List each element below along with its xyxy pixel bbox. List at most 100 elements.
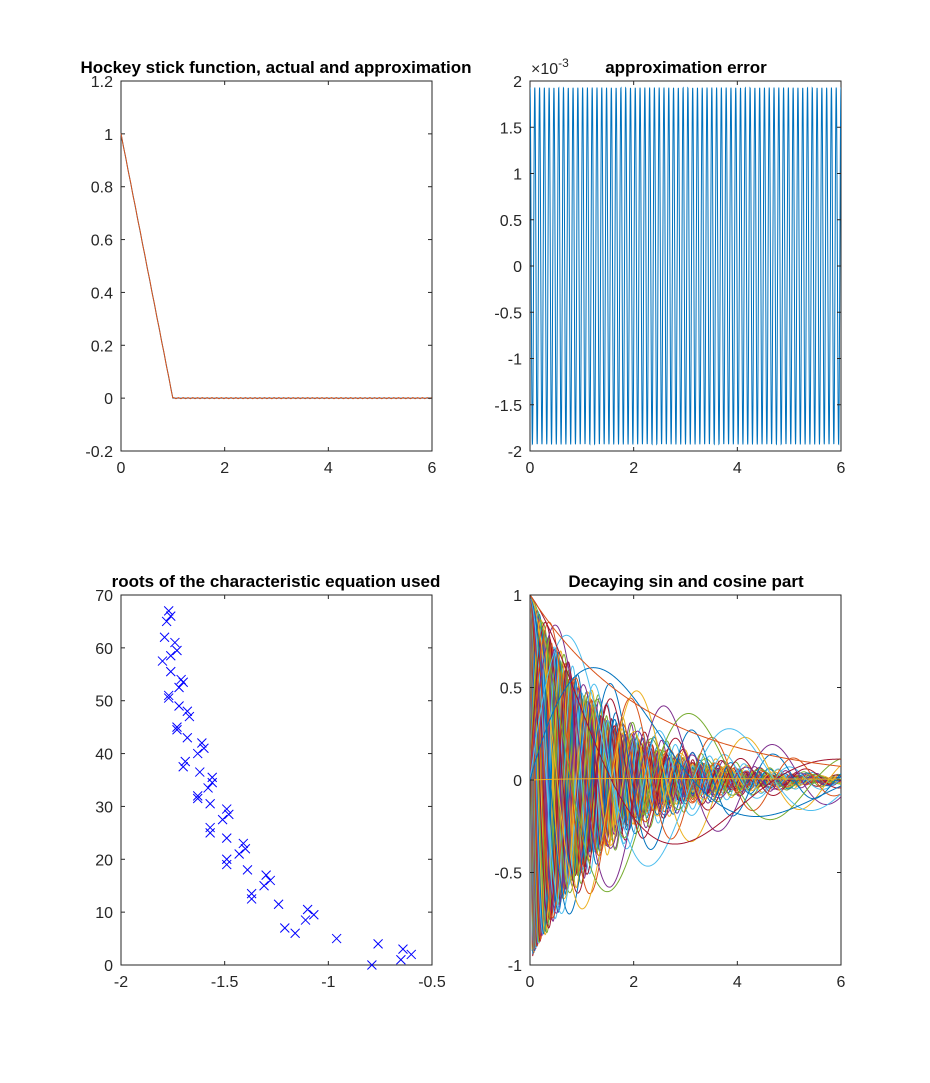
root-marker-stroke xyxy=(207,777,218,788)
y-tick-label: -0.2 xyxy=(85,444,113,461)
hockey-ticks: 0 2 4 6-0.200.20.40.60.811.2 xyxy=(85,74,436,477)
root-marker xyxy=(221,859,232,870)
root-marker xyxy=(182,732,193,743)
root-marker-stroke xyxy=(246,894,257,904)
y-tick-label: 0.6 xyxy=(91,233,113,250)
x-tick-label: 4 xyxy=(733,974,742,991)
root-marker-stroke xyxy=(192,748,203,759)
root-marker xyxy=(205,822,216,833)
decay-series-cos xyxy=(530,595,841,919)
root-marker-stroke xyxy=(205,822,216,833)
y-tick-label: 1.5 xyxy=(500,120,522,137)
y-tick-label: -0.5 xyxy=(494,866,522,883)
root-marker xyxy=(221,804,232,814)
y-tick-label: 50 xyxy=(95,694,113,711)
decay-series-cos xyxy=(530,595,841,845)
hockey-plot-area xyxy=(120,133,433,400)
root-marker-stroke xyxy=(165,611,176,621)
root-marker xyxy=(223,809,234,820)
root-marker-stroke xyxy=(161,616,172,627)
root-marker xyxy=(172,724,182,735)
root-marker-stroke xyxy=(172,724,182,735)
root-marker-stroke xyxy=(194,767,205,777)
root-marker-stroke xyxy=(246,888,257,899)
x-tick-label: -1.5 xyxy=(211,974,239,991)
x-tick-label: -1 xyxy=(321,974,335,991)
root-marker xyxy=(192,748,203,759)
root-marker-stroke xyxy=(172,645,182,656)
root-marker-stroke xyxy=(367,960,377,970)
root-marker xyxy=(261,870,271,880)
root-marker xyxy=(192,791,203,801)
root-marker-stroke xyxy=(290,928,301,939)
root-marker xyxy=(192,793,203,804)
root-marker xyxy=(165,611,176,621)
root-marker xyxy=(246,888,257,899)
roots-title: roots of the characteristic equation use… xyxy=(112,572,441,591)
y-tick-label: 1 xyxy=(513,588,522,605)
y-tick-label: 0.5 xyxy=(500,213,522,230)
root-marker-stroke xyxy=(174,701,184,711)
root-marker xyxy=(373,939,383,949)
root-marker xyxy=(300,915,311,925)
y-tick-label: 0.8 xyxy=(91,180,113,197)
root-marker xyxy=(221,854,232,865)
root-marker-stroke xyxy=(165,650,176,661)
decay-series-cos xyxy=(530,595,841,910)
y-tick-label: 1.2 xyxy=(91,74,113,91)
root-marker xyxy=(279,923,290,933)
root-marker xyxy=(265,875,276,886)
root-marker-stroke xyxy=(178,677,189,688)
root-marker xyxy=(205,798,216,809)
root-marker-stroke xyxy=(406,949,417,960)
x-tick-label: 0 xyxy=(117,460,126,477)
error-exponent-base: ×10 xyxy=(531,61,558,78)
root-marker-stroke xyxy=(172,722,182,732)
decay-ticks: 0 2 4 6 -1 -0.5 0 0.5 1 xyxy=(494,588,845,991)
root-marker xyxy=(259,880,269,891)
approximation-error-chart: 0 2 4 6 -2 -1.5 -1 -0.5 0 0.5 1 1.5 2 ×10-3 approxim… xyxy=(494,56,845,477)
root-marker-stroke xyxy=(396,954,406,965)
root-marker-stroke xyxy=(300,915,311,925)
root-marker-stroke xyxy=(192,793,203,804)
roots-chart: -2 -1.5 -1 -0.5 0 10 20 30 40 50 60 70 roots of the… xyxy=(95,572,446,991)
root-marker xyxy=(406,949,417,960)
root-marker-stroke xyxy=(259,880,269,891)
root-marker-stroke xyxy=(223,809,234,820)
root-marker-stroke xyxy=(205,798,216,809)
root-marker-stroke xyxy=(163,606,174,616)
root-marker-stroke xyxy=(170,637,180,648)
root-marker-stroke xyxy=(178,761,189,772)
root-marker xyxy=(240,843,251,854)
root-marker-stroke xyxy=(308,909,319,920)
decay-title: Decaying sin and cosine part xyxy=(568,572,804,591)
error-exponent-power: -3 xyxy=(558,56,569,70)
root-marker xyxy=(242,865,253,875)
x-tick-label: 6 xyxy=(837,460,846,477)
root-marker xyxy=(203,783,213,793)
root-marker-stroke xyxy=(182,706,193,717)
roots-ticks: -2 -1.5 -1 -0.5 0 10 20 30 40 50 60 70 xyxy=(95,588,446,991)
y-tick-label: 70 xyxy=(95,588,113,605)
root-marker-stroke xyxy=(192,791,203,801)
root-marker-stroke xyxy=(398,944,408,954)
root-marker xyxy=(273,899,284,910)
roots-plot-area xyxy=(157,606,417,970)
root-marker xyxy=(398,944,408,954)
root-marker xyxy=(308,909,319,920)
y-tick-label: 0 xyxy=(104,391,113,408)
hockey-axes-frame xyxy=(120,80,433,452)
root-marker-stroke xyxy=(273,899,284,910)
decay-series-sin xyxy=(530,619,841,900)
y-tick-label: 0 xyxy=(513,259,522,276)
root-marker xyxy=(178,677,189,688)
root-marker xyxy=(217,814,228,825)
decay-series-sin xyxy=(530,611,841,920)
y-tick-label: -2 xyxy=(508,444,522,461)
root-marker xyxy=(205,828,216,838)
x-tick-label: 4 xyxy=(733,460,742,477)
decay-plot-area xyxy=(530,595,841,957)
y-tick-label: 0.5 xyxy=(500,681,522,698)
root-marker-stroke xyxy=(165,666,176,677)
x-tick-label: 0 xyxy=(526,460,535,477)
